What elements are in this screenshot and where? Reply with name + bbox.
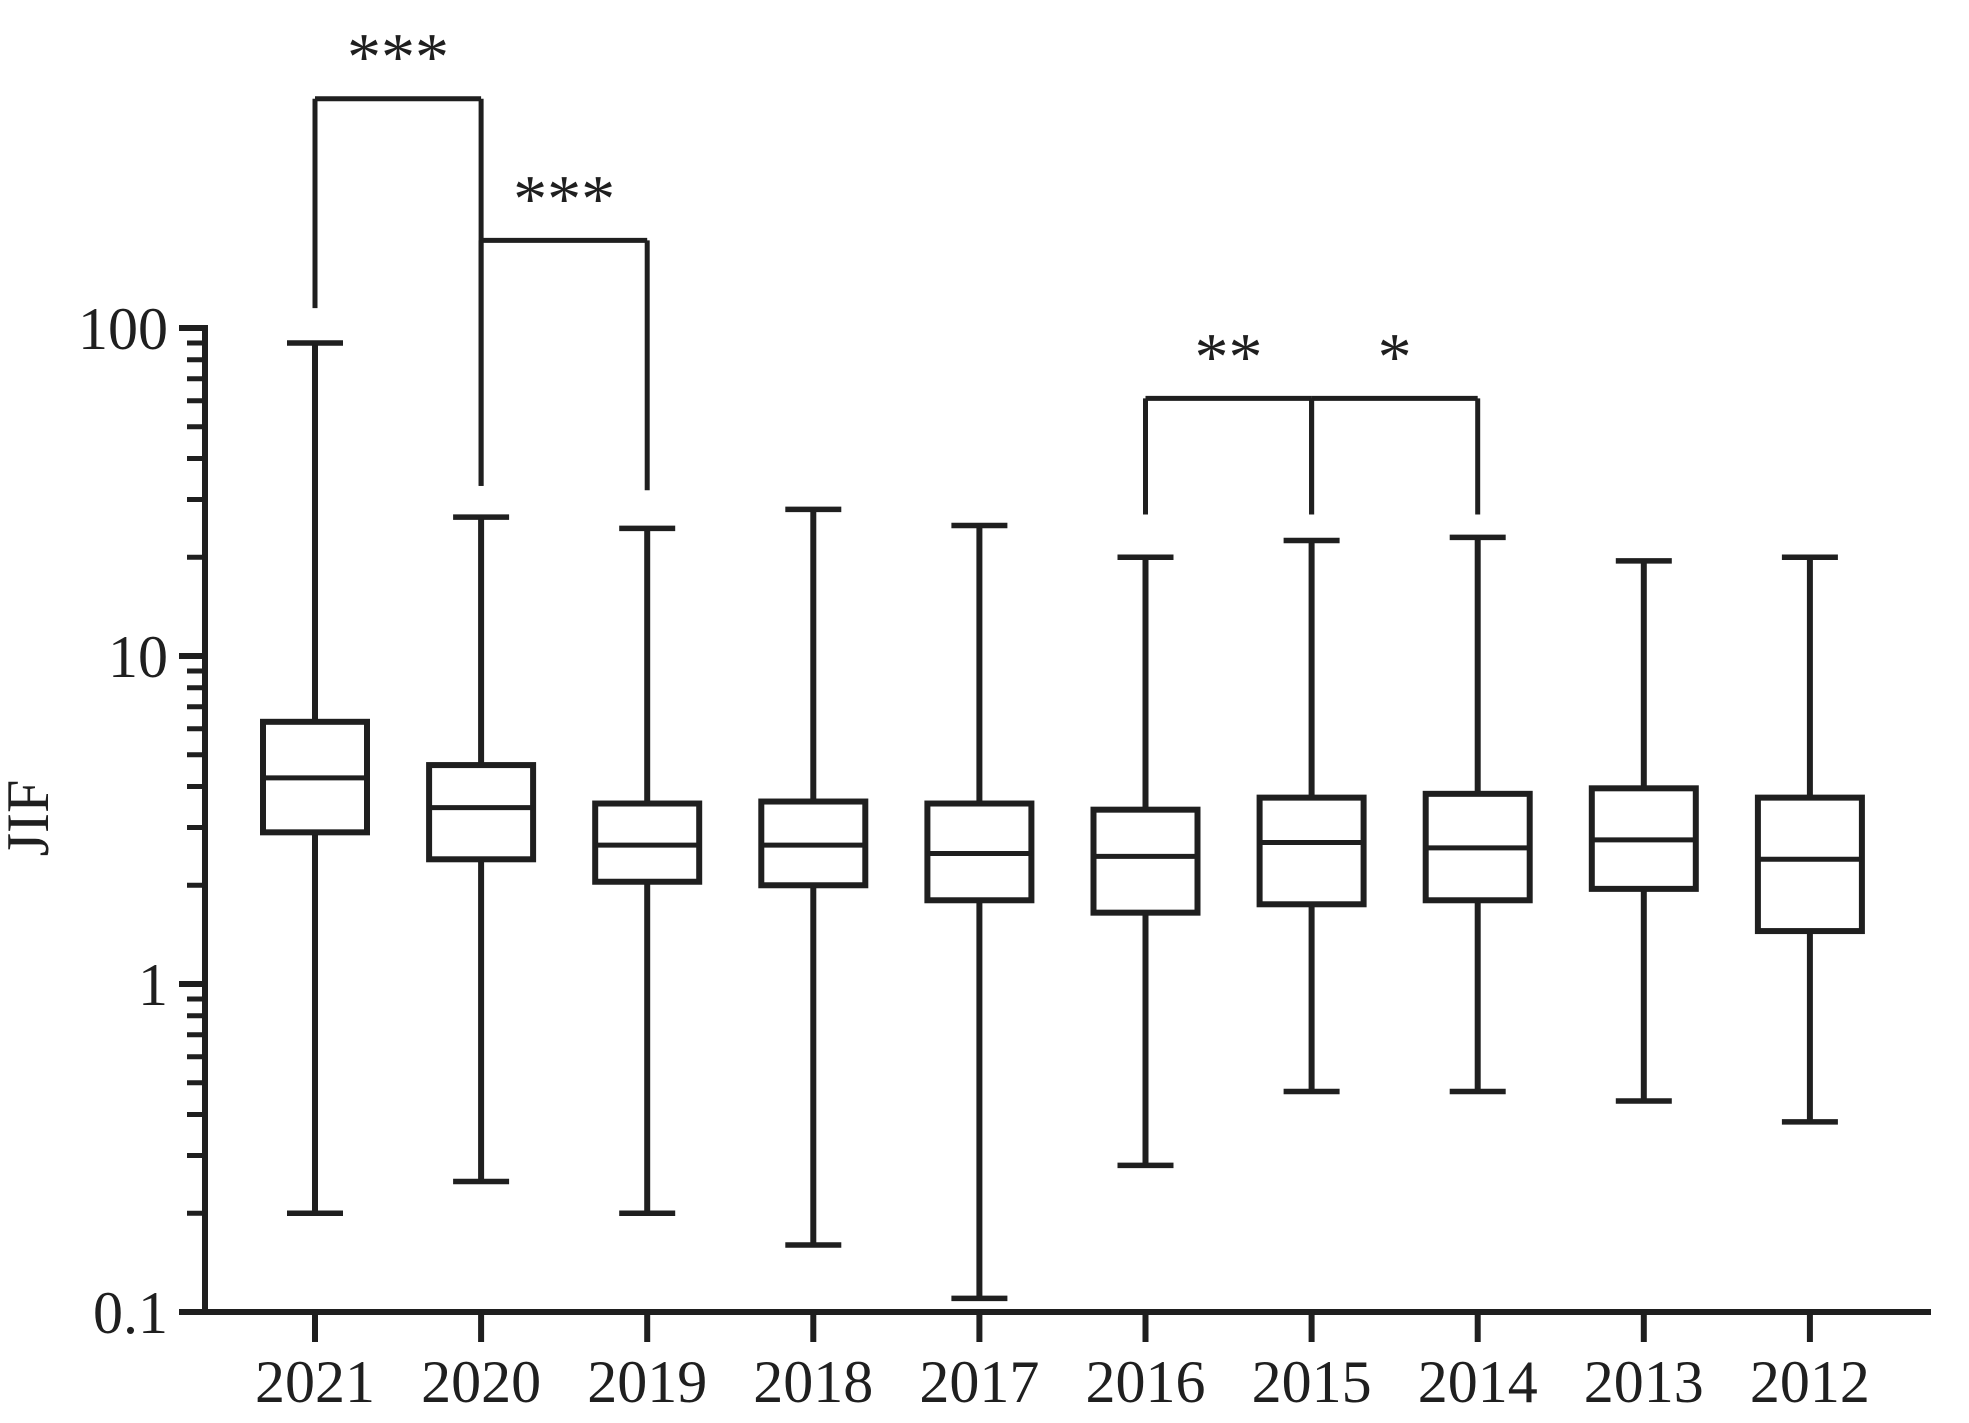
y-axis-title: JIF xyxy=(0,780,61,857)
y-tick-label-1: 1 xyxy=(138,952,168,1018)
box-2015 xyxy=(1256,794,1367,908)
x-tick-label-2016: 2016 xyxy=(1086,1349,1206,1415)
x-tick-label-2014: 2014 xyxy=(1418,1349,1538,1415)
x-tick-label-2013: 2013 xyxy=(1584,1349,1704,1415)
y-tick-label-100: 100 xyxy=(78,296,168,362)
x-tick-label-2021: 2021 xyxy=(255,1349,375,1415)
box-2016 xyxy=(1090,806,1201,916)
y-tick-label-0.1: 0.1 xyxy=(93,1280,168,1346)
sig-label-2015-2014: * xyxy=(1378,318,1412,394)
x-tick-label-2019: 2019 xyxy=(587,1349,707,1415)
sig-label-2016-2015: ** xyxy=(1195,318,1263,394)
x-tick-label-2020: 2020 xyxy=(421,1349,541,1415)
x-tick-label-2018: 2018 xyxy=(753,1349,873,1415)
x-tick-label-2017: 2017 xyxy=(919,1349,1039,1415)
sig-label-2020-2019: *** xyxy=(513,160,615,236)
x-tick-label-2012: 2012 xyxy=(1750,1349,1870,1415)
box-2020 xyxy=(426,762,537,863)
x-tick-label-2015: 2015 xyxy=(1252,1349,1372,1415)
sig-label-2021-2020: *** xyxy=(347,19,449,95)
box-2012 xyxy=(1754,794,1865,935)
y-tick-label-10: 10 xyxy=(108,624,168,690)
box-2019 xyxy=(592,800,703,885)
